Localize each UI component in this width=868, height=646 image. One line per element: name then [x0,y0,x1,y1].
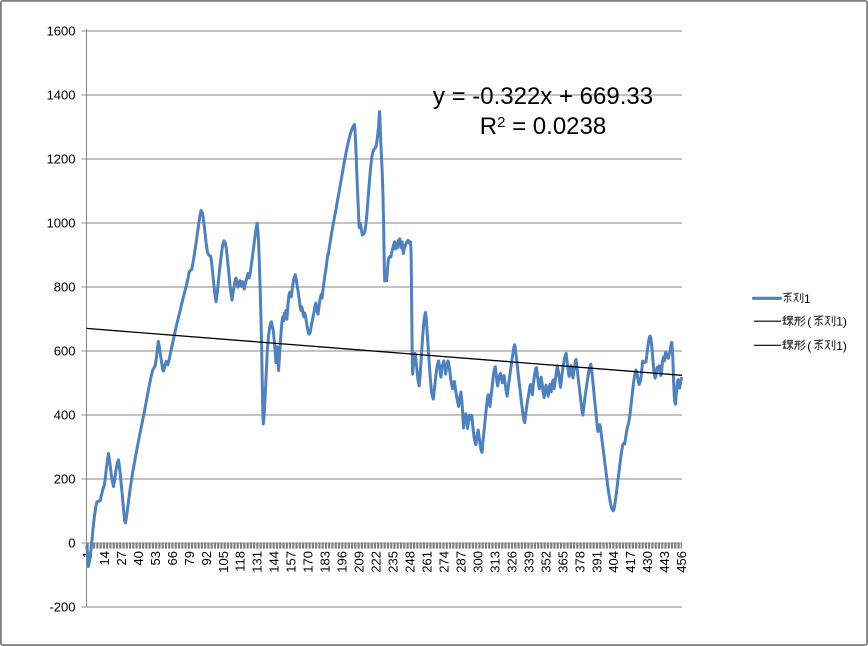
svg-text:131: 131 [250,551,265,573]
svg-text:0: 0 [68,536,75,551]
svg-text:800: 800 [54,280,76,295]
svg-text:105: 105 [216,551,231,573]
svg-text:1000: 1000 [47,216,76,231]
svg-text:352: 352 [538,551,553,573]
svg-text:144: 144 [267,551,282,573]
svg-text:1400: 1400 [47,88,76,103]
svg-text:1: 1 [804,292,811,306]
svg-text:365: 365 [555,551,570,573]
svg-text:248: 248 [403,551,418,573]
svg-text:14: 14 [97,551,112,565]
svg-text:404: 404 [606,551,621,573]
svg-text:157: 157 [284,551,299,573]
svg-text:1600: 1600 [47,24,76,39]
svg-text:443: 443 [657,551,672,573]
svg-text:391: 391 [589,551,604,573]
svg-text:-200: -200 [49,600,75,615]
svg-text:183: 183 [318,551,333,573]
svg-text:53: 53 [148,551,163,565]
svg-text:66: 66 [165,551,180,565]
svg-text:300: 300 [470,551,485,573]
svg-text:27: 27 [114,551,129,565]
svg-text:287: 287 [453,551,468,573]
svg-text:313: 313 [487,551,502,573]
svg-text:339: 339 [521,551,536,573]
svg-text:209: 209 [352,551,367,573]
svg-text:261: 261 [420,551,435,573]
svg-text:1): 1) [836,339,847,353]
svg-text:40: 40 [131,551,146,565]
svg-text:222: 222 [369,551,384,573]
svg-text:400: 400 [54,408,76,423]
svg-text:235: 235 [386,551,401,573]
svg-text:1200: 1200 [47,152,76,167]
svg-text:(: ( [807,339,811,353]
svg-text:(: ( [807,315,811,329]
svg-text:92: 92 [199,551,214,565]
svg-text:430: 430 [640,551,655,573]
svg-text:326: 326 [504,551,519,573]
svg-text:417: 417 [623,551,638,573]
svg-text:1): 1) [836,315,847,329]
svg-text:274: 274 [437,551,452,573]
svg-text:79: 79 [182,551,197,565]
svg-text:200: 200 [54,472,76,487]
svg-text:378: 378 [572,551,587,573]
svg-text:196: 196 [335,551,350,573]
svg-text:600: 600 [54,344,76,359]
svg-text:170: 170 [301,551,316,573]
svg-text:118: 118 [233,551,248,572]
svg-text:456: 456 [674,551,689,573]
svg-text:y = -0.322x + 669.33: y = -0.322x + 669.33 [433,83,653,110]
